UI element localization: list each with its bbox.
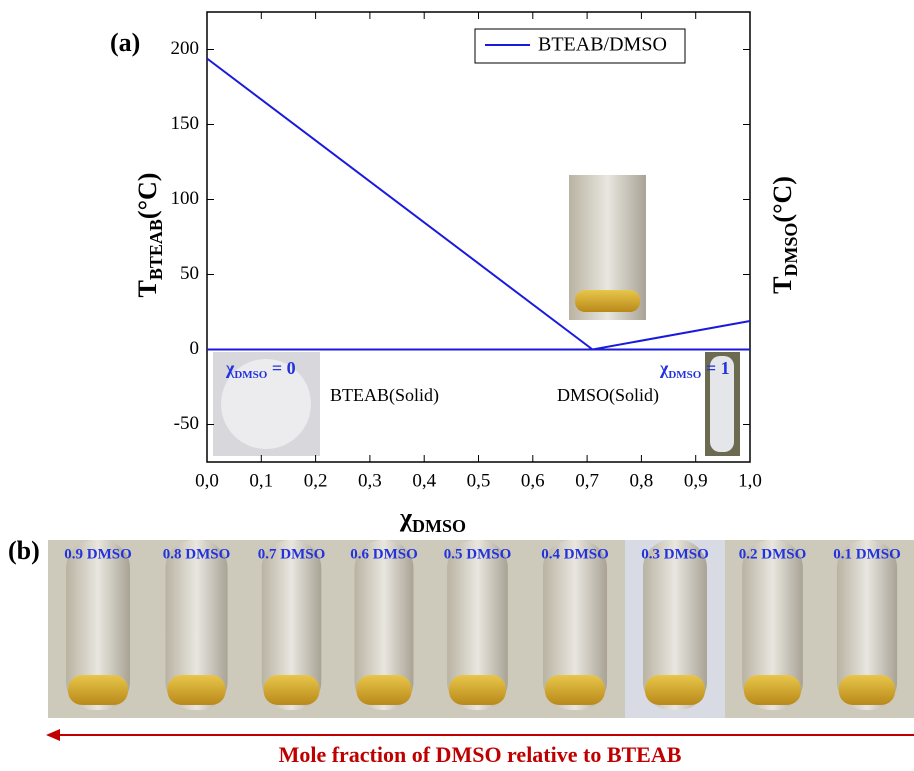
annotation: χDMSO = 1	[659, 358, 730, 380]
x-tick-label: 0,4	[412, 470, 436, 491]
photo-liquid	[545, 675, 605, 705]
photo-liquid	[356, 675, 411, 705]
y-tick-label: 150	[171, 113, 200, 134]
photo-label: 0.5 DMSO	[444, 546, 512, 562]
photo-label: 0.8 DMSO	[163, 546, 231, 562]
figure: (a) (b) BTEAB(Solid) DMSO(Solid) χDMSO =…	[0, 0, 914, 771]
photo-label: 0.1 DMSO	[833, 546, 901, 562]
photo-label: 0.3 DMSO	[641, 546, 709, 562]
y-tick-label: 200	[171, 38, 200, 59]
inset-photo	[569, 175, 646, 320]
panel-label: (a)	[110, 28, 140, 57]
photo-label: 0.9 DMSO	[64, 546, 132, 562]
arrow-label: Mole fraction of DMSO relative to BTEAB	[279, 742, 682, 767]
annotation: BTEAB(Solid)	[330, 385, 439, 406]
x-tick-label: 0,3	[358, 470, 382, 491]
photo-liquid	[449, 675, 506, 705]
photo-liquid	[645, 675, 705, 705]
x-tick-label: 0,5	[467, 470, 491, 491]
photo-label: 0.6 DMSO	[350, 546, 418, 562]
x-tick-label: 0,0	[195, 470, 219, 491]
y-tick-label: 0	[190, 338, 200, 359]
photo-label: 0.2 DMSO	[739, 546, 807, 562]
x-tick-label: 0,8	[630, 470, 654, 491]
y-tick-label: 100	[171, 188, 200, 209]
photo-liquid	[839, 675, 895, 705]
x-tick-label: 0,6	[521, 470, 545, 491]
y2-axis-label: TDMSO(°C)	[768, 176, 801, 294]
photo-liquid	[167, 675, 225, 705]
photo-label: 0.7 DMSO	[258, 546, 326, 562]
x-tick-label: 1,0	[738, 470, 762, 491]
y-tick-label: 50	[180, 263, 199, 284]
panel-label: (b)	[8, 536, 40, 565]
x-axis-label: χDMSO	[399, 503, 466, 536]
line	[207, 59, 750, 350]
photo-label: 0.4 DMSO	[541, 546, 609, 562]
arrow-head	[46, 729, 60, 741]
x-tick-label: 0,7	[575, 470, 599, 491]
x-tick-label: 0,2	[304, 470, 328, 491]
y-axis-label: TBTEAB(°C)	[133, 173, 166, 298]
x-tick-label: 0,9	[684, 470, 708, 491]
photo-liquid	[264, 675, 320, 705]
y-tick-label: -50	[174, 413, 199, 434]
x-tick-label: 0,1	[249, 470, 273, 491]
annotation: DMSO(Solid)	[557, 385, 659, 406]
photo-liquid	[744, 675, 801, 705]
photo-liquid	[68, 675, 128, 705]
legend-label: BTEAB/DMSO	[538, 34, 667, 56]
